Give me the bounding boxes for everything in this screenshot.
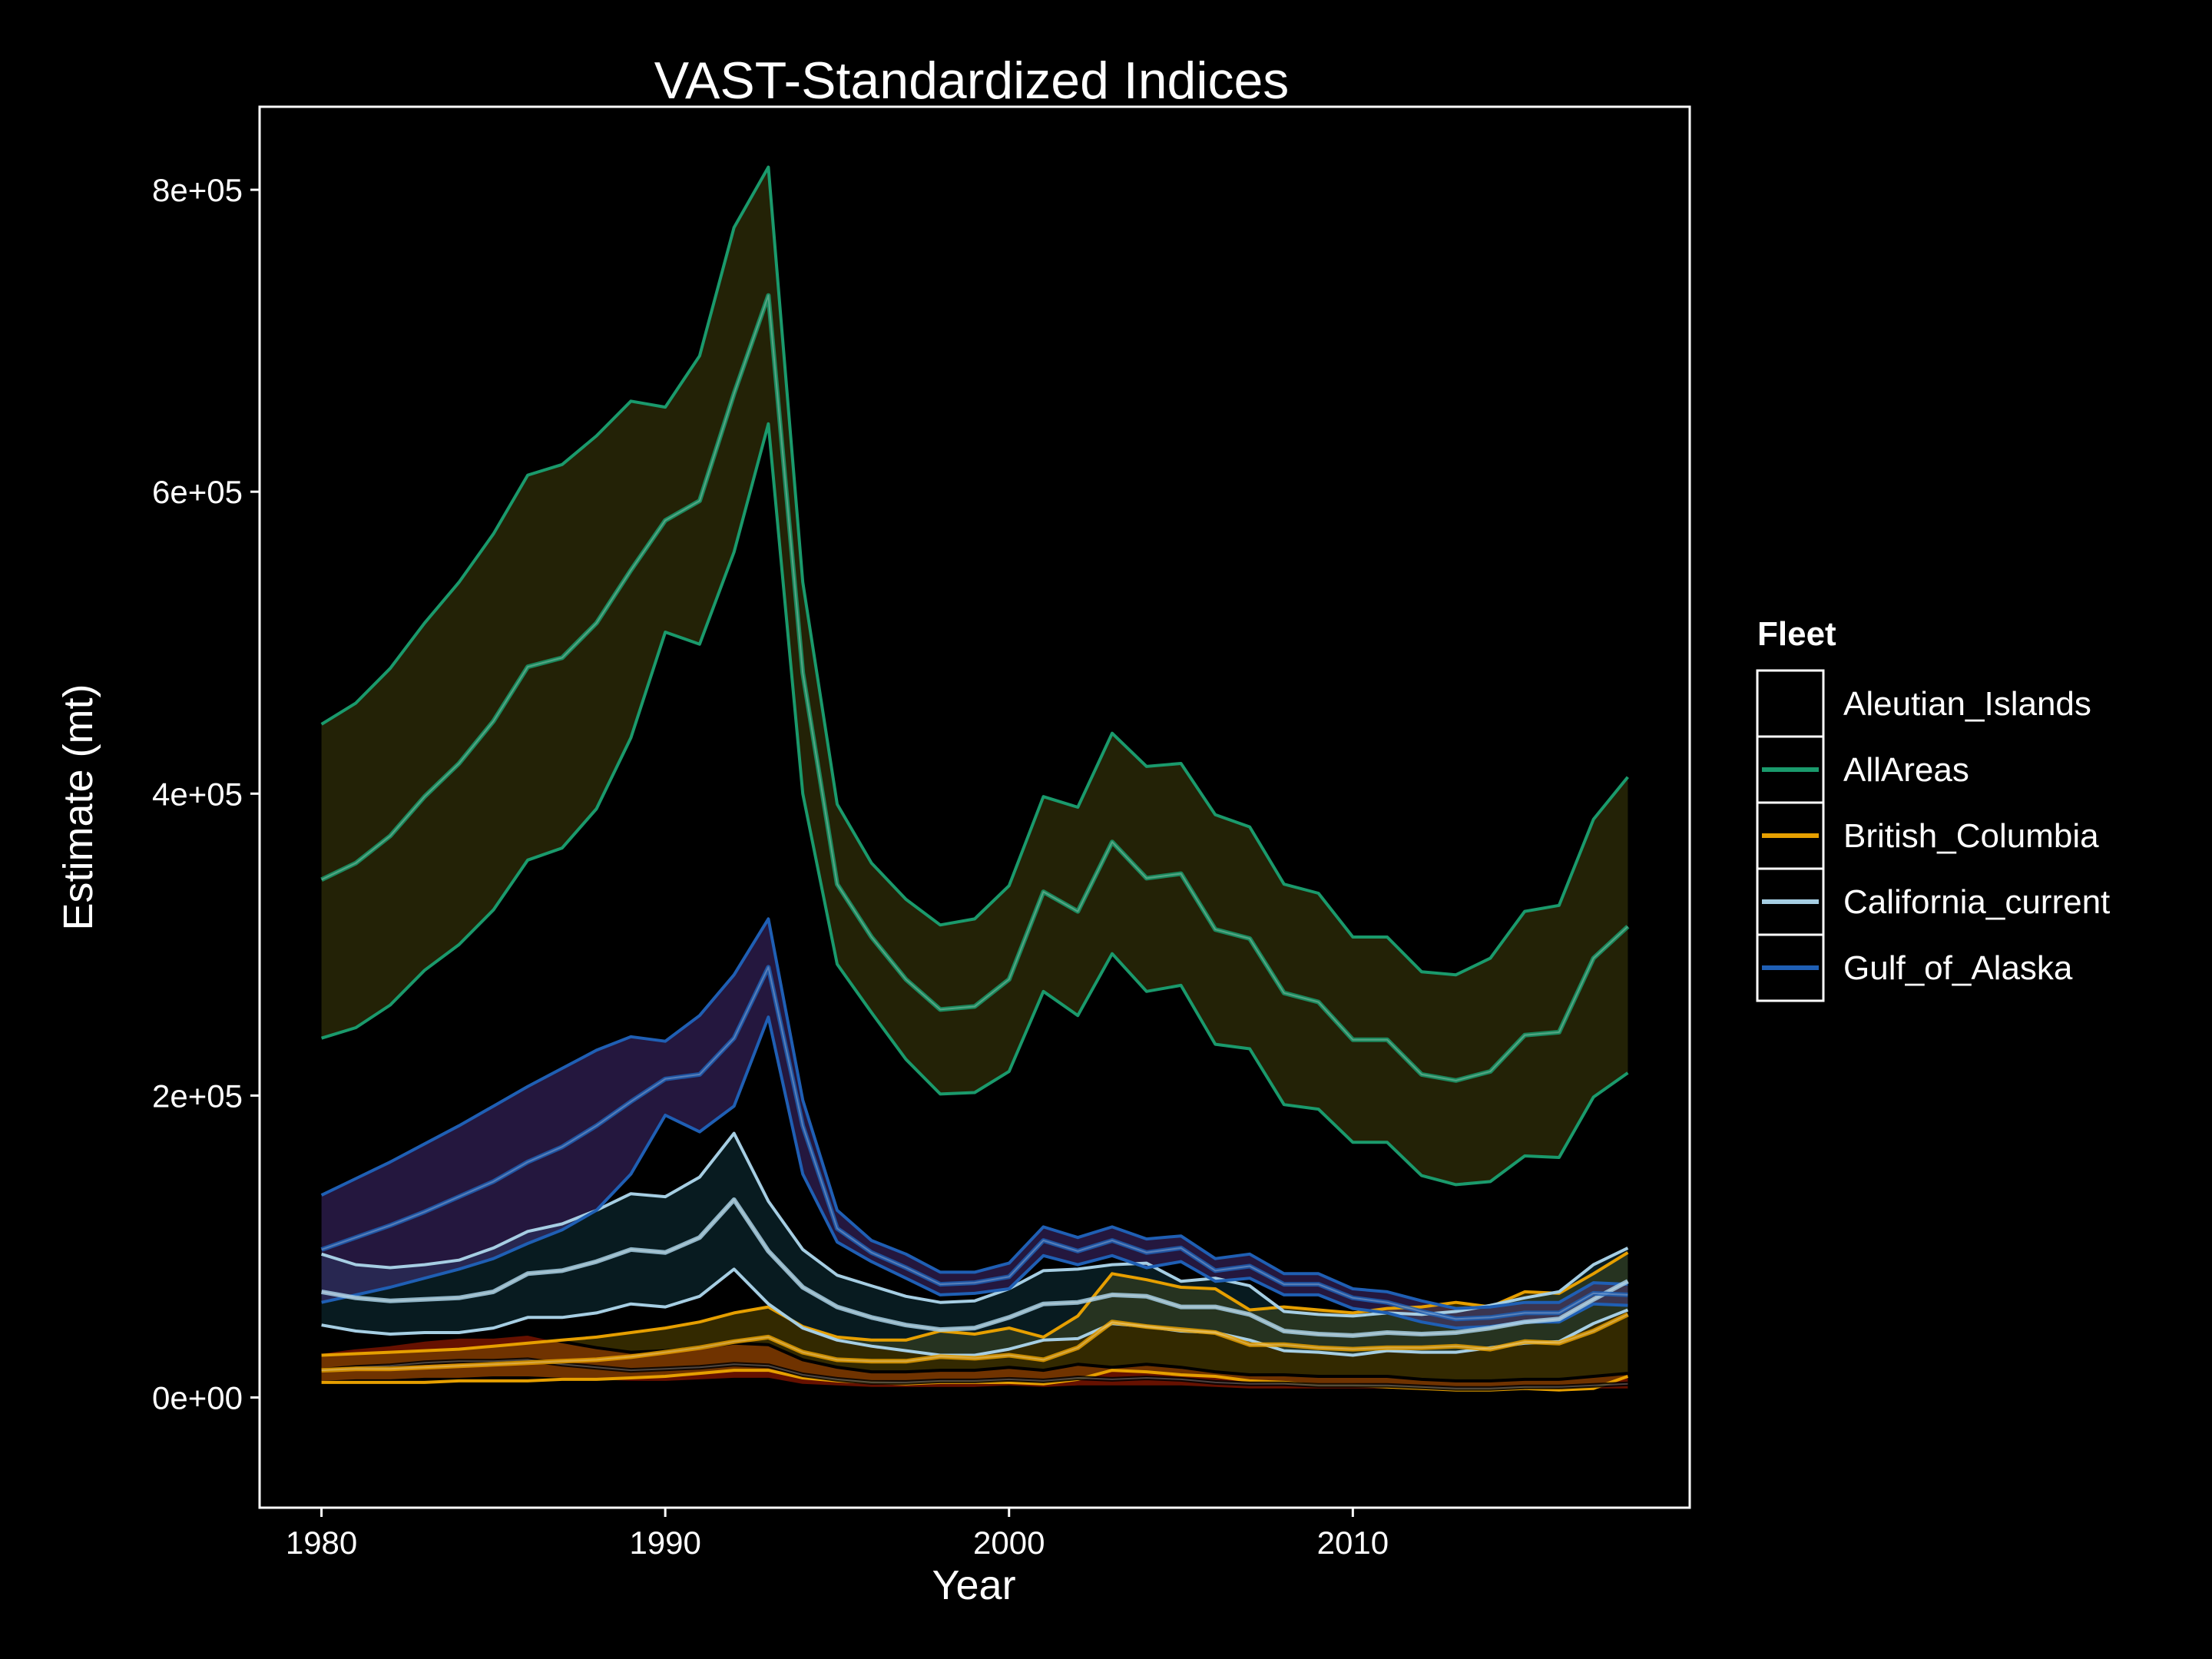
legend-label-allareas: AllAreas bbox=[1843, 751, 1969, 789]
series-line-california-current bbox=[321, 1197, 1629, 1338]
upper-bound-california-current bbox=[321, 1131, 1629, 1318]
y-axis-title: Estimate (mt) bbox=[55, 684, 101, 930]
x-tick-label: 1980 bbox=[286, 1525, 357, 1561]
x-tick-label: 2000 bbox=[973, 1525, 1045, 1561]
legend-label-british-columbia: British_Columbia bbox=[1843, 817, 2099, 855]
upper-bound-aleutian-islands bbox=[321, 1333, 1628, 1382]
series-line-allareas bbox=[320, 293, 1630, 1083]
x-axis: 1980 1990 2000 2010 bbox=[286, 1508, 1389, 1561]
y-tick-label: 6e+05 bbox=[152, 474, 243, 510]
lower-bound-gulf-of-alaska bbox=[321, 1015, 1628, 1330]
upper-bound-gulf-of-alaska bbox=[320, 917, 1628, 1310]
lower-bound-allareas bbox=[321, 422, 1629, 1187]
series-highlight-allareas bbox=[321, 294, 1629, 1081]
legend-label-aleutian-islands: Aleutian_Islands bbox=[1843, 685, 2091, 723]
legend: Fleet Aleutian_Islands AllAreas British_Co… bbox=[1756, 615, 2110, 1002]
legend-label-california-current: California_current bbox=[1843, 883, 2110, 921]
lower-bound-aleutian-islands bbox=[321, 1376, 1628, 1393]
upper-bound-allareas bbox=[320, 165, 1629, 977]
series-highlight-british-columbia bbox=[321, 1313, 1628, 1372]
legend-label-gulf-of-alaska: Gulf_of_Alaska bbox=[1843, 949, 2073, 987]
series-highlight-california-current bbox=[321, 1199, 1628, 1336]
x-tick-label: 1990 bbox=[629, 1525, 700, 1561]
plot-panel-border bbox=[258, 105, 1691, 1509]
y-tick-label: 4e+05 bbox=[152, 776, 243, 812]
chart-title: VAST-Standardized Indices bbox=[654, 51, 1290, 110]
y-tick-label: 8e+05 bbox=[152, 172, 243, 208]
ribbon-california-current bbox=[321, 1133, 1628, 1356]
legend-keys: Aleutian_Islands AllAreas British_Columbia… bbox=[1756, 669, 2110, 1002]
ribbon-allareas bbox=[321, 167, 1628, 1185]
x-axis-title: Year bbox=[932, 1562, 1015, 1608]
y-axis: 0e+00 2e+05 4e+05 6e+05 8e+05 bbox=[152, 172, 260, 1416]
y-tick-label: 0e+00 bbox=[152, 1380, 243, 1416]
lower-bound-california-current bbox=[321, 1267, 1629, 1357]
series-highlight-gulf-of-alaska bbox=[321, 966, 1628, 1320]
legend-title: Fleet bbox=[1757, 615, 1836, 653]
y-tick-label: 2e+05 bbox=[152, 1078, 243, 1114]
series-line-british-columbia bbox=[321, 1312, 1629, 1373]
x-tick-label: 2010 bbox=[1317, 1525, 1389, 1561]
ribbon-gulf-of-alaska bbox=[321, 919, 1628, 1329]
series-line-gulf-of-alaska bbox=[320, 965, 1628, 1322]
series-line-layer bbox=[320, 293, 1630, 1391]
